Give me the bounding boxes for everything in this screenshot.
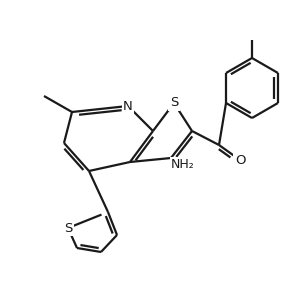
Text: O: O: [235, 154, 245, 166]
Text: S: S: [170, 96, 178, 109]
Text: NH₂: NH₂: [171, 158, 195, 171]
Text: S: S: [64, 221, 72, 234]
Text: N: N: [123, 99, 133, 113]
